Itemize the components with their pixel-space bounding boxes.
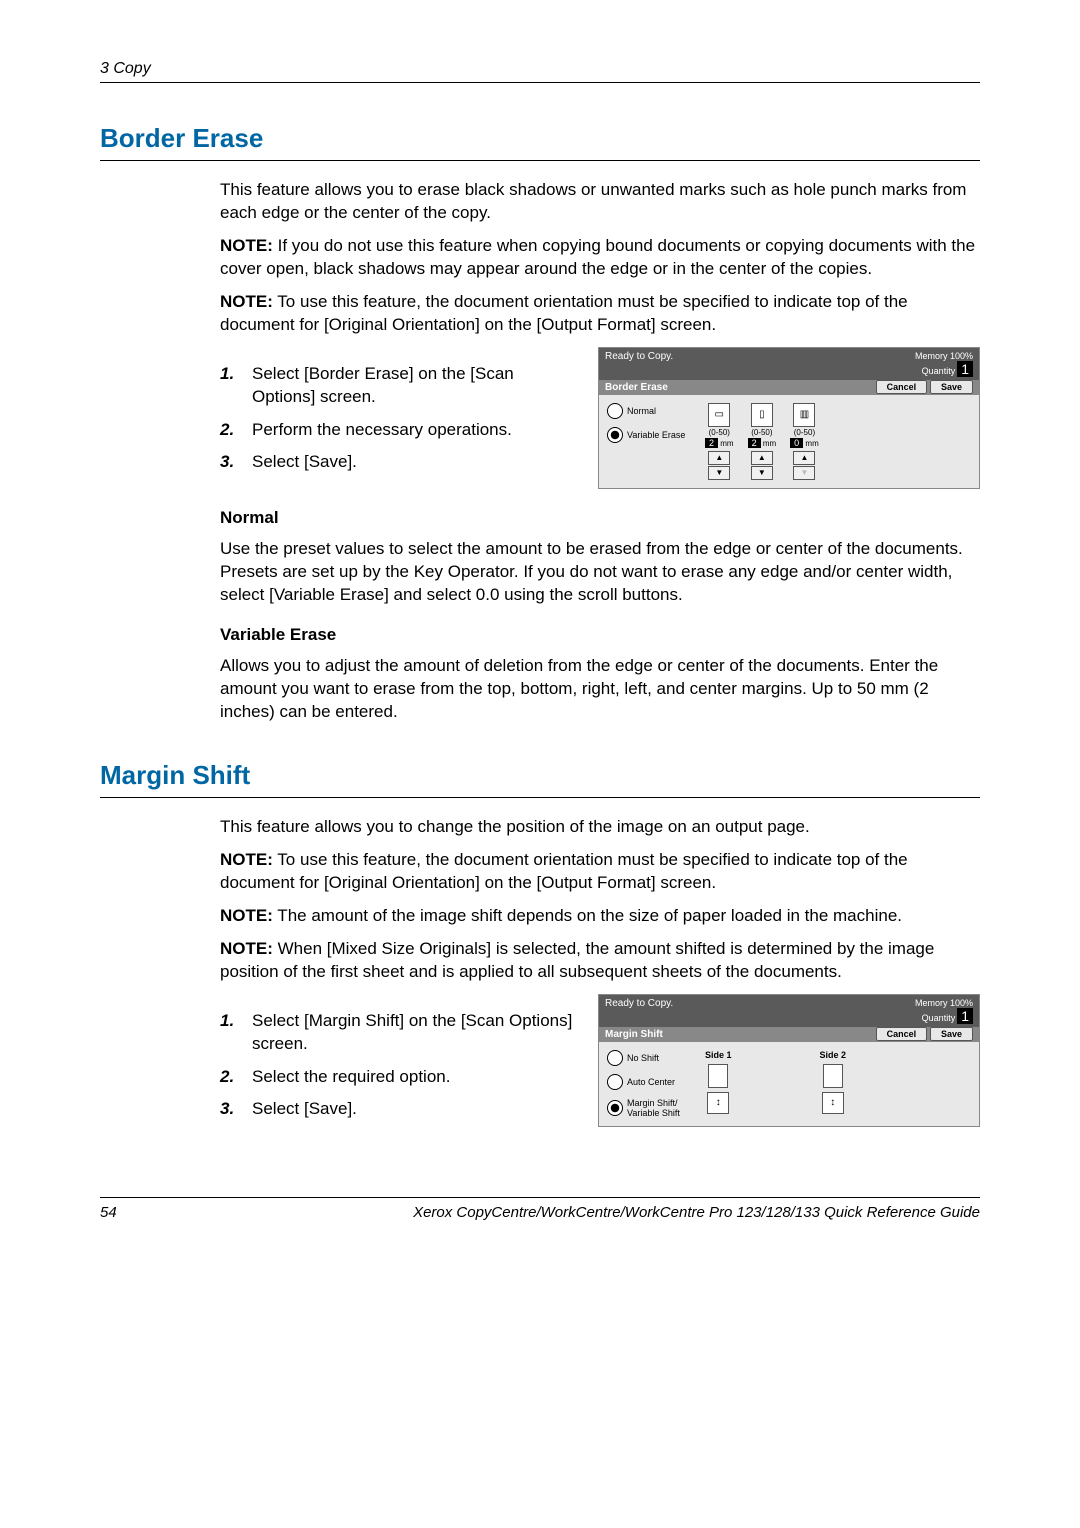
note-2: NOTE: To use this feature, the document … [220,291,980,337]
arrow-icon[interactable]: ↕ [707,1092,729,1114]
erase-col-2: ▯ (0-50) 2 mm ▲▼ [748,403,777,480]
note-text: If you do not use this feature when copy… [220,236,975,278]
page-header: 3 Copy [100,60,980,83]
note-text: When [Mixed Size Originals] is selected,… [220,939,934,981]
radio-normal[interactable]: Normal [607,403,691,419]
step-3: Select [Save]. [220,1098,574,1121]
memory-quantity: Memory 100% Quantity1 [915,351,973,377]
steps-list: Select [Border Erase] on the [Scan Optio… [220,363,574,475]
radio-no-shift[interactable]: No Shift [607,1050,691,1066]
page-icon [823,1064,843,1088]
page-side-icon: ▯ [751,403,773,427]
up-icon[interactable]: ▲ [793,451,815,465]
cancel-button[interactable]: Cancel [876,380,928,394]
radio-margin-variable-shift[interactable]: Margin Shift/ Variable Shift [607,1098,691,1118]
margin-shift-screenshot: Ready to Copy. Memory 100% Quantity1 Mar… [598,994,980,1127]
up-icon[interactable]: ▲ [708,451,730,465]
page-top-icon: ▭ [708,403,730,427]
intro-text: This feature allows you to change the po… [220,816,980,839]
note-label: NOTE: [220,236,273,255]
sub-text: Allows you to adjust the amount of delet… [220,655,980,724]
subhead-normal: Normal [220,508,980,528]
note-label: NOTE: [220,906,273,925]
note-text: To use this feature, the document orient… [220,292,908,334]
note-1: NOTE: If you do not use this feature whe… [220,235,980,281]
side-2-col: Side 2 ↕ [820,1050,847,1114]
step-1: Select [Margin Shift] on the [Scan Optio… [220,1010,574,1056]
down-icon[interactable]: ▼ [751,466,773,480]
page-icon [708,1064,728,1088]
subhead-variable-erase: Variable Erase [220,625,980,645]
panel-title: Border Erase [605,382,668,393]
section-title-border-erase: Border Erase [100,123,980,161]
step-1: Select [Border Erase] on the [Scan Optio… [220,363,574,409]
section-title-margin-shift: Margin Shift [100,760,980,798]
note-1: NOTE: To use this feature, the document … [220,849,980,895]
side-1-col: Side 1 ↕ [705,1050,732,1114]
note-2: NOTE: The amount of the image shift depe… [220,905,980,928]
radio-auto-center[interactable]: Auto Center [607,1074,691,1090]
down-icon[interactable]: ▼ [708,466,730,480]
down-icon: ▼ [793,466,815,480]
sub-text: Use the preset values to select the amou… [220,538,980,607]
border-erase-screenshot: Ready to Copy. Memory 100% Quantity1 Bor… [598,347,980,489]
step-3: Select [Save]. [220,451,574,474]
save-button[interactable]: Save [930,380,973,394]
radio-variable-erase[interactable]: Variable Erase [607,427,691,443]
ready-label: Ready to Copy. [605,998,673,1024]
save-button[interactable]: Save [930,1027,973,1041]
note-text: The amount of the image shift depends on… [273,906,902,925]
page-number: 54 [100,1204,117,1221]
erase-col-1: ▭ (0-50) 2 mm ▲▼ [705,403,734,480]
step-2: Perform the necessary operations. [220,419,574,442]
note-text: To use this feature, the document orient… [220,850,908,892]
note-3: NOTE: When [Mixed Size Originals] is sel… [220,938,980,984]
steps-list: Select [Margin Shift] on the [Scan Optio… [220,1010,574,1122]
erase-col-3: ▥ (0-50) 0 mm ▲▼ [790,403,819,480]
up-icon[interactable]: ▲ [751,451,773,465]
note-label: NOTE: [220,292,273,311]
cancel-button[interactable]: Cancel [876,1027,928,1041]
page-footer: 54 Xerox CopyCentre/WorkCentre/WorkCentr… [100,1197,980,1221]
panel-title: Margin Shift [605,1029,663,1040]
note-label: NOTE: [220,850,273,869]
page-center-icon: ▥ [793,403,815,427]
ready-label: Ready to Copy. [605,351,673,377]
note-label: NOTE: [220,939,273,958]
intro-text: This feature allows you to erase black s… [220,179,980,225]
footer-title: Xerox CopyCentre/WorkCentre/WorkCentre P… [413,1204,980,1221]
step-2: Select the required option. [220,1066,574,1089]
arrow-icon[interactable]: ↕ [822,1092,844,1114]
memory-quantity: Memory 100% Quantity1 [915,998,973,1024]
